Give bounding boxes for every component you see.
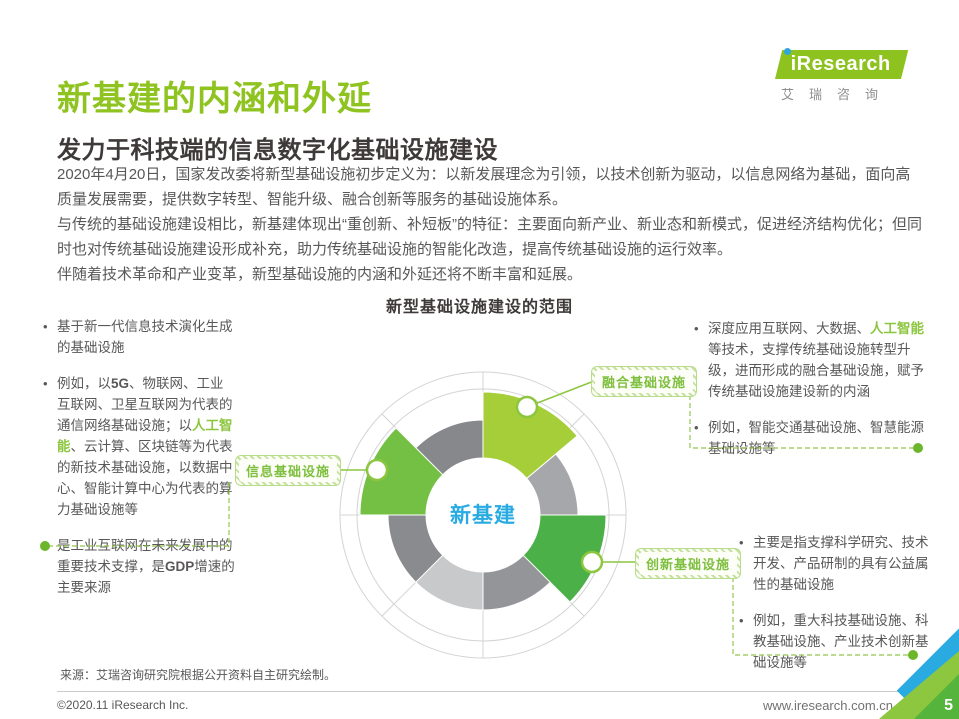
callout-connector-node xyxy=(365,458,389,482)
callout-label-text: 融合基础设施 xyxy=(595,370,694,393)
callout-connector-node xyxy=(580,550,604,574)
bullet-dot: • xyxy=(43,376,48,391)
website-link[interactable]: www.iresearch.com.cn xyxy=(762,698,893,713)
intro-paragraph-3: 伴随着技术革命和产业变革，新型基础设施的内涵和外延还将不断丰富和延展。 xyxy=(57,266,583,283)
logo-green-parallelogram: iResearch xyxy=(775,50,909,79)
page-title: 新基建的内涵和外延 xyxy=(57,79,372,118)
logo-i-dot-icon xyxy=(784,48,791,55)
donut-center-circle xyxy=(426,458,540,572)
bullet-dot: • xyxy=(694,321,699,336)
callout-label: 创新基础设施 xyxy=(635,548,742,579)
fusion-infrastructure-notes: • 深度应用互联网、大数据、人工智能等技术，支撑传统基础设施转型升级，进而形成的… xyxy=(694,318,928,474)
note-item: • 例如，重大科技基础设施、科教基础设施、产业技术创新基础设施等 xyxy=(739,610,937,673)
bullet-dot: • xyxy=(739,613,744,628)
note-item: • 例如，以5G、物联网、工业互联网、卫星互联网为代表的通信网络基础设施；以人工… xyxy=(43,373,235,520)
source-note: 来源：艾瑞咨询研究院根据公开资料自主研究绘制。 xyxy=(60,668,337,682)
note-text: 基于新一代信息技术演化生成的基础设施 xyxy=(57,319,233,355)
guide-end-dot xyxy=(908,650,918,660)
iresearch-logo: iResearch 艾瑞咨询 xyxy=(775,48,909,103)
callout-label-text: 创新基础设施 xyxy=(639,552,738,575)
new-infrastructure-donut-diagram: 新基建 xyxy=(40,371,923,660)
logo-brand-text: iResearch xyxy=(790,53,891,75)
innovation-infrastructure-notes: • 主要是指支撑科学研究、技术开发、产品研制的具有公益属性的基础设施 • 例如，… xyxy=(739,532,937,688)
note-text: 例如，以5G、物联网、工业互联网、卫星互联网为代表的通信网络基础设施；以人工智能… xyxy=(57,376,233,517)
note-item: • 主要是指支撑科学研究、技术开发、产品研制的具有公益属性的基础设施 xyxy=(739,532,937,595)
copyright-text: ©2020.11 iResearch Inc. xyxy=(57,698,189,712)
figure-title: 新型基础设施建设的范围 xyxy=(385,299,573,316)
note-text: 主要是指支撑科学研究、技术开发、产品研制的具有公益属性的基础设施 xyxy=(753,535,929,592)
bullet-dot: • xyxy=(739,535,744,550)
donut-center-label: 新基建 xyxy=(450,503,516,527)
bullet-dot: • xyxy=(694,420,699,435)
note-item: • 基于新一代信息技术演化生成的基础设施 xyxy=(43,316,235,358)
page-number: 5 xyxy=(944,697,953,714)
bullet-dot: • xyxy=(43,319,48,334)
note-text: 例如，重大科技基础设施、科教基础设施、产业技术创新基础设施等 xyxy=(753,613,929,670)
dashed-guide-line xyxy=(689,395,915,449)
ring-divider-line xyxy=(381,581,417,617)
callout-connector-line xyxy=(526,380,595,408)
page-subtitle: 发力于科技端的信息数字化基础设施建设 xyxy=(57,136,498,164)
callout-label: 融合基础设施 xyxy=(591,366,698,397)
logo-chinese-name: 艾瑞咨询 xyxy=(781,87,894,102)
note-text: 深度应用互联网、大数据、人工智能等技术，支撑传统基础设施转型升级，进而形成的融合… xyxy=(708,321,924,399)
dashed-guide-line xyxy=(732,577,910,656)
footer-divider xyxy=(57,691,902,692)
callout-connector-node xyxy=(515,395,539,419)
callout-label: 信息基础设施 xyxy=(235,455,342,486)
intro-paragraph-2: 与传统的基础设施建设相比，新基建体现出“重创新、补短板”的特征：主要面向新产业、… xyxy=(57,216,922,258)
intro-paragraphs: 2020年4月20日，国家发改委将新型基础设施初步定义为：以新发展理念为引领，以… xyxy=(57,162,923,287)
note-item: • 深度应用互联网、大数据、人工智能等技术，支撑传统基础设施转型升级，进而形成的… xyxy=(694,318,928,402)
guide-end-dot xyxy=(913,443,923,453)
guide-end-dot xyxy=(40,541,50,551)
callout-label-text: 信息基础设施 xyxy=(239,459,338,482)
dashed-guide-line xyxy=(48,482,230,547)
intro-paragraph-1: 2020年4月20日，国家发改委将新型基础设施初步定义为：以新发展理念为引领，以… xyxy=(57,166,911,208)
